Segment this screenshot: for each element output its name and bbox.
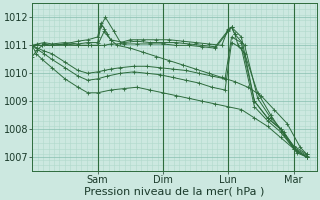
X-axis label: Pression niveau de la mer( hPa ): Pression niveau de la mer( hPa ) xyxy=(84,187,265,197)
